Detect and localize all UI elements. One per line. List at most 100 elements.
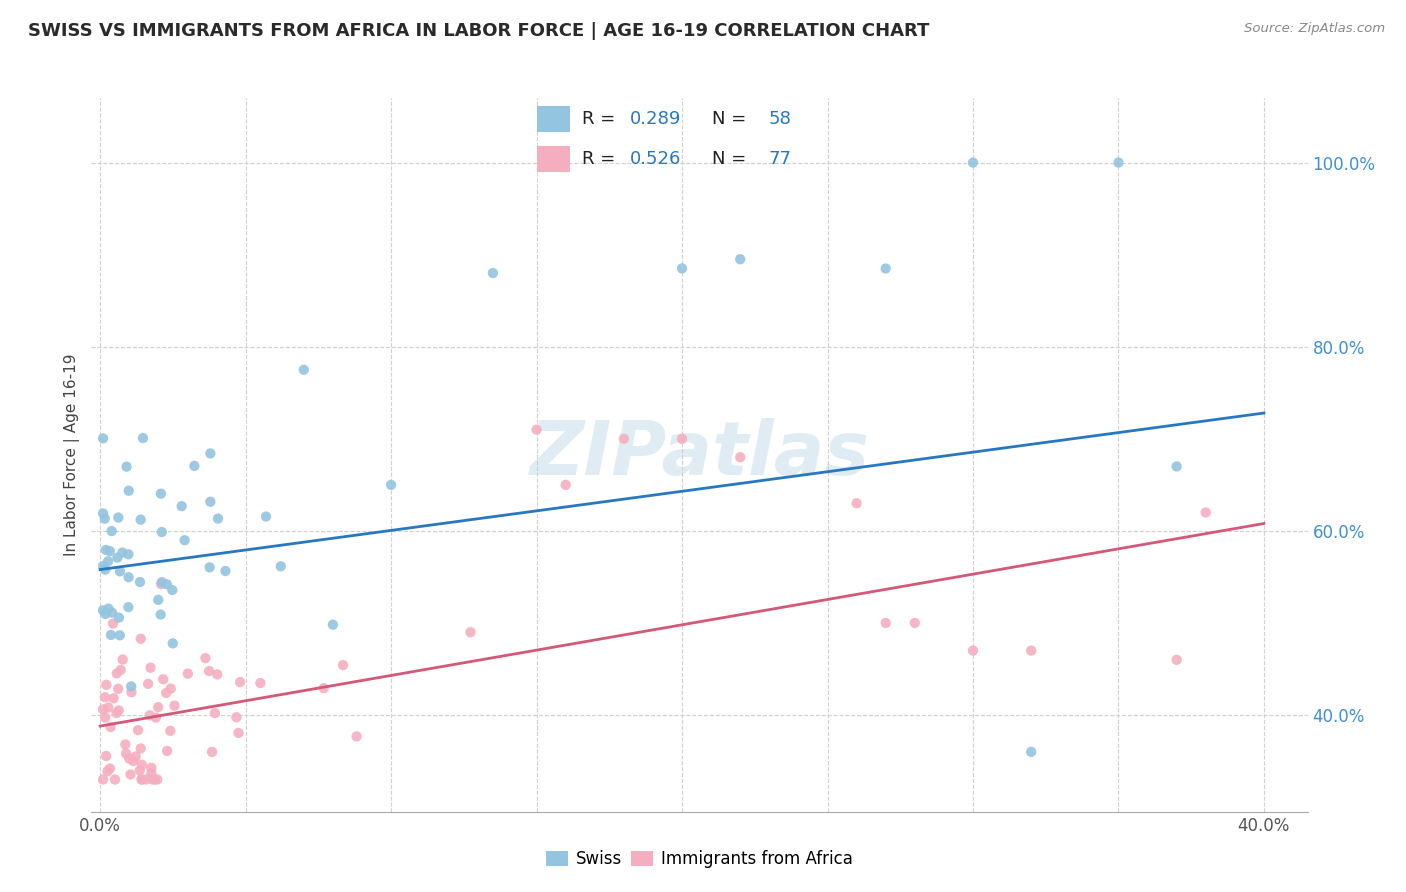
Point [845, 496, 868, 510]
Point [141, 761, 163, 775]
Point [1166, 459, 1188, 474]
Legend: Swiss, Immigrants from Africa: Swiss, Immigrants from Africa [540, 844, 859, 875]
Point [132, 431, 155, 445]
Point [159, 681, 181, 696]
Point [156, 577, 179, 591]
Point [141, 772, 163, 787]
Point [225, 710, 247, 724]
Point [460, 625, 482, 640]
Point [127, 723, 149, 738]
Point [105, 550, 128, 565]
Text: N =: N = [713, 110, 752, 128]
Point [96, 678, 118, 692]
Point [554, 478, 576, 492]
Point [107, 703, 129, 717]
Point [94, 512, 117, 526]
Point [94, 607, 117, 621]
Point [118, 751, 141, 765]
Text: SWISS VS IMMIGRANTS FROM AFRICA IN LABOR FORCE | AGE 16-19 CORRELATION CHART: SWISS VS IMMIGRANTS FROM AFRICA IN LABOR… [28, 22, 929, 40]
Point [108, 628, 131, 642]
Point [162, 636, 184, 650]
Point [254, 509, 277, 524]
Point [170, 499, 193, 513]
Point [101, 606, 124, 620]
Point [135, 772, 157, 787]
Point [120, 685, 142, 699]
Text: 0.289: 0.289 [630, 110, 681, 128]
Point [125, 749, 148, 764]
Point [198, 664, 221, 678]
Point [482, 266, 505, 280]
Point [139, 661, 162, 675]
Point [107, 510, 129, 524]
Point [108, 610, 131, 624]
Point [97, 700, 120, 714]
Text: R =: R = [582, 150, 621, 169]
Text: 58: 58 [769, 110, 792, 128]
Point [671, 261, 693, 276]
Point [312, 681, 335, 695]
Point [94, 690, 117, 705]
FancyBboxPatch shape [537, 146, 571, 172]
Point [270, 559, 292, 574]
Point [149, 607, 172, 622]
Point [1019, 745, 1042, 759]
Point [97, 601, 120, 615]
Point [201, 745, 224, 759]
Point [100, 524, 122, 538]
Point [117, 547, 139, 561]
Point [111, 545, 134, 559]
Point [146, 700, 169, 714]
Point [129, 632, 152, 646]
Point [155, 686, 177, 700]
Point [103, 691, 125, 706]
Point [129, 741, 152, 756]
Point [105, 666, 128, 681]
Point [115, 459, 138, 474]
Point [105, 706, 128, 720]
Point [150, 575, 173, 590]
Point [526, 423, 548, 437]
Point [91, 603, 114, 617]
Point [94, 563, 117, 577]
Point [97, 554, 120, 568]
Point [91, 772, 114, 787]
Point [96, 764, 118, 779]
Point [162, 582, 184, 597]
Point [96, 749, 118, 764]
Point [150, 577, 173, 591]
Point [143, 772, 166, 787]
Point [173, 533, 195, 548]
Text: 77: 77 [769, 150, 792, 169]
Point [962, 643, 984, 657]
Point [131, 772, 153, 787]
Point [671, 432, 693, 446]
Point [100, 720, 122, 734]
Point [163, 698, 186, 713]
Point [91, 431, 114, 445]
Point [131, 772, 153, 787]
Point [145, 710, 167, 724]
Text: R =: R = [582, 110, 621, 128]
Point [150, 524, 173, 539]
Point [198, 560, 221, 574]
Point [613, 432, 636, 446]
Point [207, 511, 229, 525]
Point [101, 616, 124, 631]
Point [177, 666, 200, 681]
Point [98, 762, 121, 776]
Point [904, 615, 927, 630]
Point [129, 575, 152, 590]
Point [214, 564, 236, 578]
Text: 0.526: 0.526 [630, 150, 681, 169]
Point [148, 592, 170, 607]
Point [94, 542, 117, 557]
Text: N =: N = [713, 150, 752, 169]
Point [200, 495, 222, 509]
Point [120, 680, 142, 694]
Point [117, 570, 139, 584]
Text: Source: ZipAtlas.com: Source: ZipAtlas.com [1244, 22, 1385, 36]
Point [200, 446, 222, 460]
Point [728, 450, 751, 465]
Point [207, 667, 229, 681]
